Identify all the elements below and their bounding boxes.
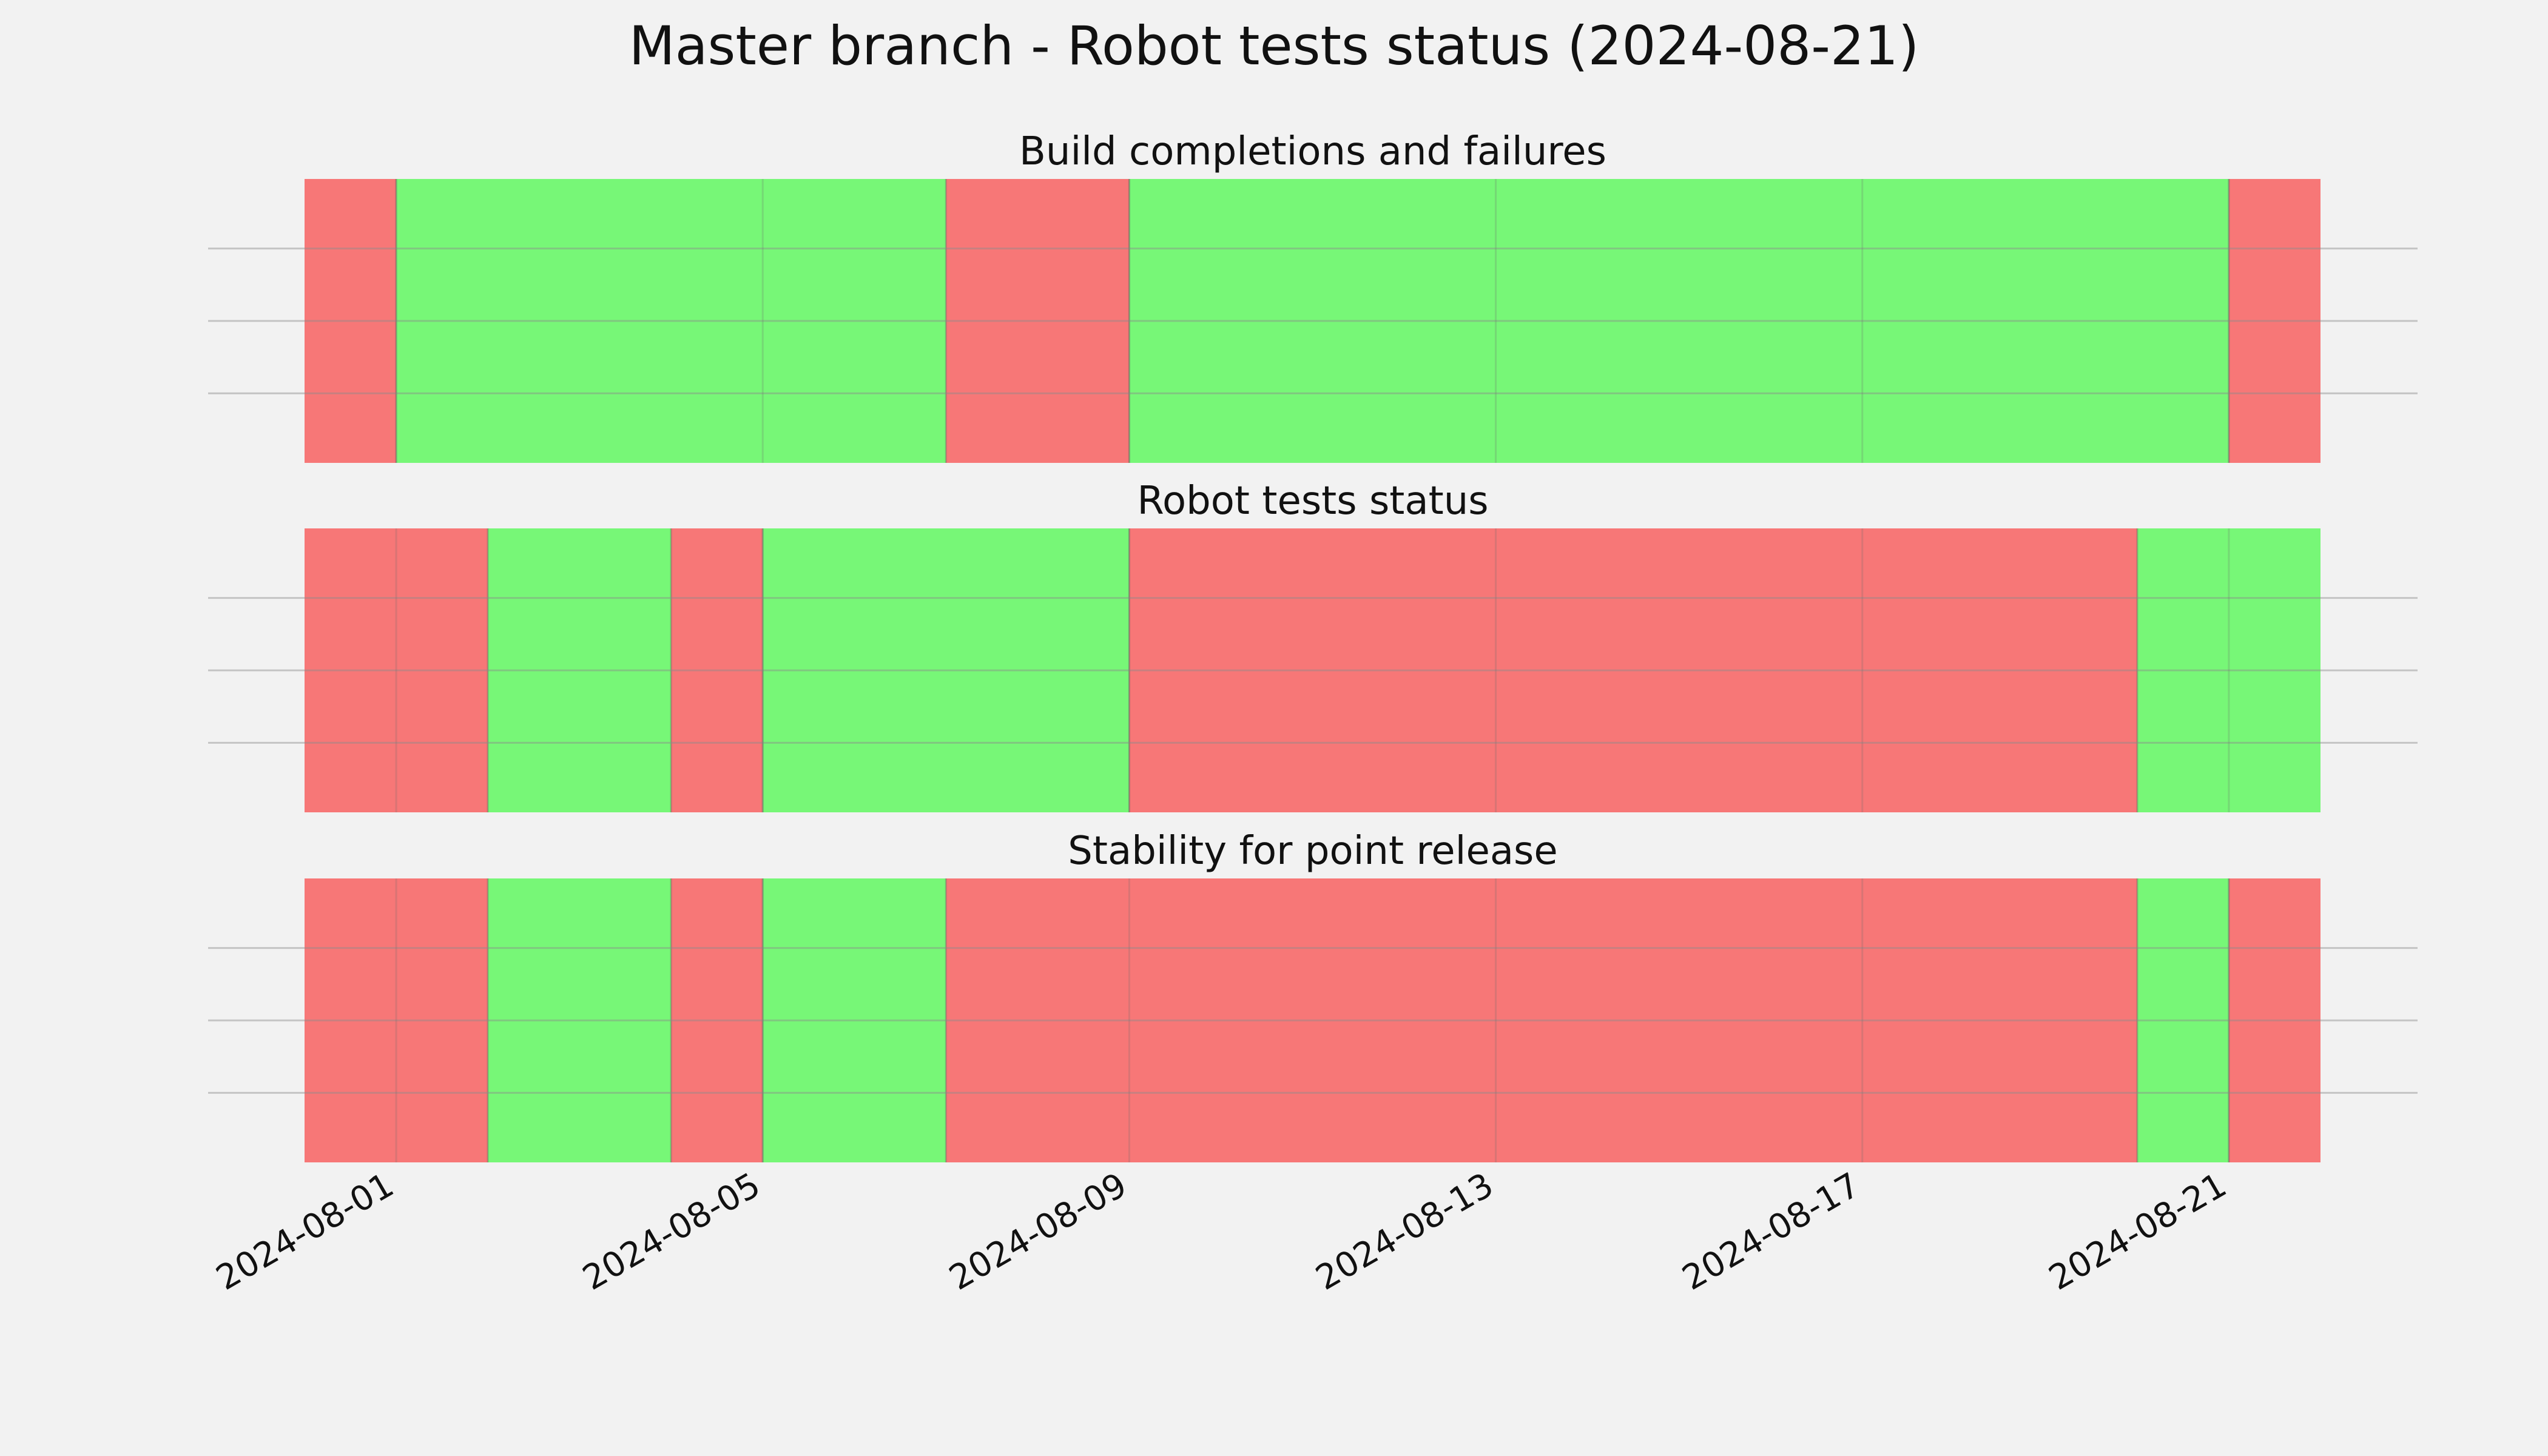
panel-title: Build completions and failures xyxy=(1019,129,1606,174)
segment-fail xyxy=(305,179,397,463)
panel-title: Robot tests status xyxy=(1137,479,1488,524)
panels-group: Build completions and failures Robot test… xyxy=(208,129,2418,1162)
segment-fail xyxy=(671,878,763,1162)
segment-fail xyxy=(2228,179,2320,463)
segment-fail xyxy=(946,179,1130,463)
panel-3: Stability for point release xyxy=(208,829,2418,1162)
segment-fail xyxy=(305,878,488,1162)
segment-fail xyxy=(1129,528,2137,812)
segment-fail xyxy=(305,528,488,812)
panel-2: Robot tests status xyxy=(208,479,2418,812)
segment-fail xyxy=(2228,878,2320,1162)
segment-pass xyxy=(488,528,672,812)
segment-pass xyxy=(1129,179,2229,463)
segment-pass xyxy=(2137,528,2320,812)
segment-pass xyxy=(2137,878,2229,1162)
panel-1: Build completions and failures xyxy=(208,129,2418,463)
segment-fail xyxy=(946,878,2137,1162)
segment-pass xyxy=(763,878,946,1162)
segment-pass xyxy=(396,179,946,463)
chart-title: Master branch - Robot tests status (2024… xyxy=(629,15,1919,77)
segment-pass xyxy=(763,528,1130,812)
segment-pass xyxy=(488,878,672,1162)
segment-fail xyxy=(671,528,763,812)
panel-title: Stability for point release xyxy=(1068,829,1558,874)
